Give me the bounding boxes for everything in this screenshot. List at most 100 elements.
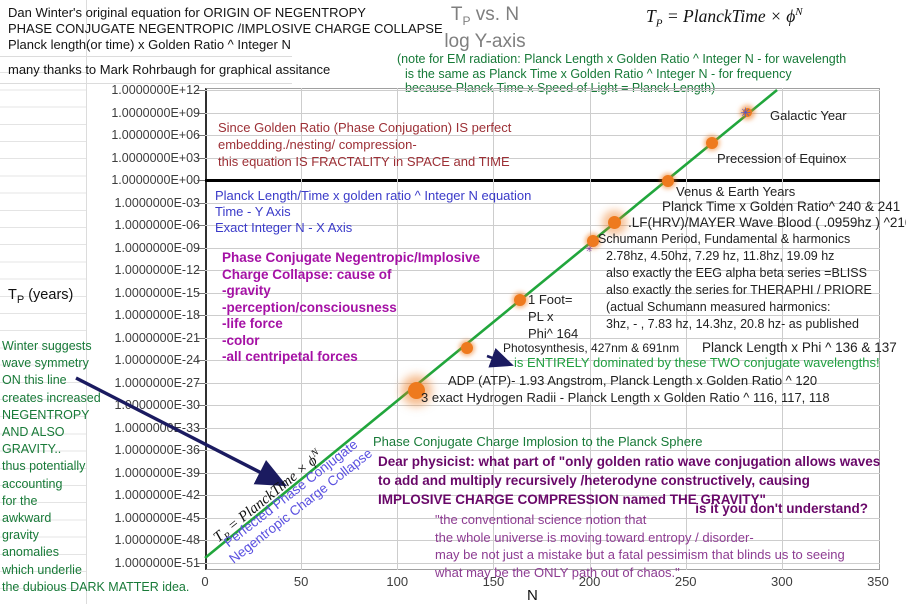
left-note-line: which underlie (2, 562, 82, 577)
x-tick-label: 150 (482, 574, 505, 589)
y-tick-label: 1.0000000E-36 (114, 443, 201, 457)
gridline-v (397, 88, 399, 570)
x-tick-label: 0 (201, 574, 209, 589)
annotation-galactic-year: Galactic Year (770, 108, 847, 123)
plot-border (205, 88, 880, 570)
y-tickmark (197, 90, 205, 91)
credit-note: many thanks to Mark Rohrbaugh for graphi… (8, 62, 331, 77)
sheet-column-line (86, 0, 87, 604)
annotation-venus-earth: Venus & Earth Years (676, 184, 796, 199)
schumann-asterisk-icon: ✳ (585, 243, 593, 254)
data-point-hrv-mayer-wave (608, 215, 622, 229)
trend-line (204, 88, 778, 560)
y-tickmark (197, 405, 205, 406)
arrow-photosynthesis (486, 348, 514, 368)
annotation-precession: Precession of Equinox (717, 151, 847, 166)
annotation-photosynthesis: Photosynthesis, 427nm & 691nm (503, 341, 680, 355)
gridline-h (205, 337, 880, 339)
y-tickmark (197, 495, 205, 496)
chart-title: TP vs. N (450, 4, 520, 28)
arrow-on-this-line (75, 376, 288, 487)
left-note-line: the dubious DARK MATTER idea. (2, 579, 190, 594)
gridline-h (205, 90, 880, 91)
sheet-row-line (0, 83, 292, 84)
y-tickmark (197, 112, 205, 114)
data-point-one-foot (514, 294, 527, 306)
galactic-star-icon: ✳ (740, 104, 752, 120)
y-tickmark (197, 472, 205, 474)
y-tick-label: 1.0000000E-39 (114, 465, 201, 480)
gridline-h (205, 247, 880, 249)
annotation-planck-sphere: Phase Conjugate Charge Implosion to the … (373, 434, 703, 449)
x-tick-label: 200 (578, 574, 601, 589)
y-tickmark (197, 180, 205, 181)
dear-physicist-note: Dear physicist: what part of "only golde… (378, 454, 881, 507)
y-tickmark (197, 135, 205, 136)
y-tick-label: 1.0000000E+12 (111, 83, 200, 97)
left-note-line: ON this line (2, 373, 67, 388)
sheet-row-lines (0, 56, 86, 600)
gridline-h (205, 450, 880, 451)
gridline-v (781, 88, 783, 570)
gridline-v (301, 88, 303, 570)
y-tick-label: 1.0000000E-51 (114, 555, 201, 570)
equation: TP = PlanckTime × ϕN (646, 6, 803, 30)
y-tick-label: 1.0000000E-27 (114, 375, 201, 390)
y-tick-label: 1.0000000E+00 (111, 173, 200, 187)
gridline-h (205, 517, 880, 519)
y-tick-label: 1.0000000E+03 (111, 150, 200, 165)
y-tickmark (197, 247, 205, 249)
left-margin-notes: Winter suggests wave symmetry ON this line… (2, 338, 189, 596)
y-tickmark (197, 337, 205, 339)
annotation-hydrogen-radii: 3 exact Hydrogen Radii - Planck Length x… (421, 390, 830, 405)
gridline-h (205, 495, 880, 496)
y-tickmark (197, 360, 205, 361)
fractality-note: Since Golden Ratio (Phase Conjugation) I… (218, 120, 512, 169)
left-note-line: thus potentially (2, 459, 86, 474)
y-tickmark (197, 517, 205, 519)
y-tickmark (197, 225, 205, 226)
gridline-v (685, 88, 687, 570)
y-tickmark (197, 450, 205, 451)
annotation-entirely-dominated: is ENTIRELY dominated by these TWO conju… (514, 355, 880, 370)
x-tick-label: 300 (770, 574, 793, 589)
x-tick-label: 250 (674, 574, 697, 589)
y-tickmark (197, 382, 205, 384)
annotation-hrv-mayer: .LF(HRV)/MAYER Wave Blood ( .0959hz ) ^2… (628, 215, 906, 230)
y-tickmark (197, 540, 205, 541)
gridline-h (205, 405, 880, 406)
y-tick-label: 1.0000000E-15 (114, 285, 201, 300)
left-note-line: NEGENTROPY (2, 407, 90, 422)
data-point-venus-earth-years (662, 174, 675, 187)
data-point-photosynthesis (460, 342, 473, 354)
y-tick-label: 1.0000000E-21 (114, 330, 201, 345)
left-note-line: wave symmetry (2, 356, 89, 371)
y-tick-label: 1.0000000E-45 (114, 510, 201, 525)
y-tickmark (197, 157, 205, 159)
chart-subtitle: log Y-axis (444, 31, 526, 52)
annotation-phi-136-137: Planck Length x Phi ^ 136 & 137 (702, 340, 897, 355)
gridline-h (205, 202, 880, 204)
y-tick-label: 1.0000000E-48 (114, 533, 201, 547)
data-point-precession-of-equinox (706, 137, 719, 150)
x-tick-label: 100 (386, 574, 409, 589)
y-tick-label: 1.0000000E-24 (114, 353, 201, 367)
charge-collapse-note: Phase Conjugate Negentropic/Implosive Ch… (222, 250, 481, 364)
data-point-adp-hydrogen-radii (408, 381, 425, 399)
schumann-note: Schumann Period, Fundamental & harmonics… (598, 232, 872, 331)
understand-note: is it you don't understand? (695, 501, 868, 516)
y-tick-label: 1.0000000E-12 (114, 263, 201, 277)
gridline-h (205, 225, 880, 226)
y-tickmark (197, 270, 205, 271)
gridline-h (205, 472, 880, 474)
left-note-line: awkward (2, 511, 52, 526)
y-tickmark (197, 315, 205, 316)
gridline-h (205, 562, 880, 564)
left-note-line: GRAVITY.. (2, 442, 62, 457)
data-point-schumann-period (587, 234, 600, 247)
gridline-h (205, 157, 880, 159)
gridline-h (205, 270, 880, 271)
left-note-line: Winter suggests (2, 339, 92, 353)
gridline-h (205, 360, 880, 361)
